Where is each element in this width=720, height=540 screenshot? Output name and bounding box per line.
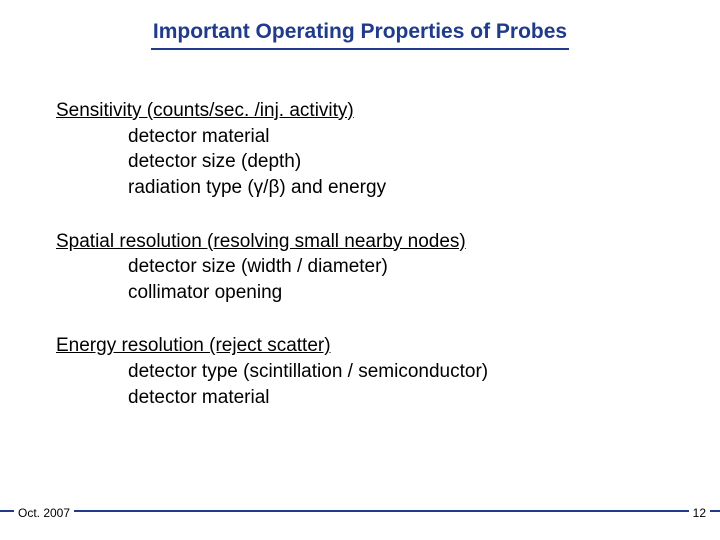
content-area: Sensitivity (counts/sec. /inj. activity)… xyxy=(0,50,720,410)
list-item: detector size (width / diameter) xyxy=(128,254,664,280)
list-item: collimator opening xyxy=(128,280,664,306)
list-item: radiation type (γ/β) and energy xyxy=(128,175,664,201)
section-items: detector material detector size (depth) … xyxy=(128,124,664,201)
section-heading: Spatial resolution (resolving small near… xyxy=(56,229,664,255)
list-item: detector material xyxy=(128,385,664,411)
slide: Important Operating Properties of Probes… xyxy=(0,0,720,540)
section-items: detector type (scintillation / semicondu… xyxy=(128,359,664,410)
section-heading: Energy resolution (reject scatter) xyxy=(56,333,664,359)
title-container: Important Operating Properties of Probes xyxy=(0,0,720,50)
list-item: detector size (depth) xyxy=(128,149,664,175)
section-items: detector size (width / diameter) collima… xyxy=(128,254,664,305)
section-sensitivity: Sensitivity (counts/sec. /inj. activity)… xyxy=(56,98,664,201)
slide-title: Important Operating Properties of Probes xyxy=(151,20,569,50)
section-heading: Sensitivity (counts/sec. /inj. activity) xyxy=(56,98,664,124)
section-spatial: Spatial resolution (resolving small near… xyxy=(56,229,664,306)
footer-date: Oct. 2007 xyxy=(14,506,74,520)
list-item: detector type (scintillation / semicondu… xyxy=(128,359,664,385)
list-item: detector material xyxy=(128,124,664,150)
footer-rule xyxy=(0,510,720,512)
section-energy: Energy resolution (reject scatter) detec… xyxy=(56,333,664,410)
footer-page: 12 xyxy=(689,506,710,520)
